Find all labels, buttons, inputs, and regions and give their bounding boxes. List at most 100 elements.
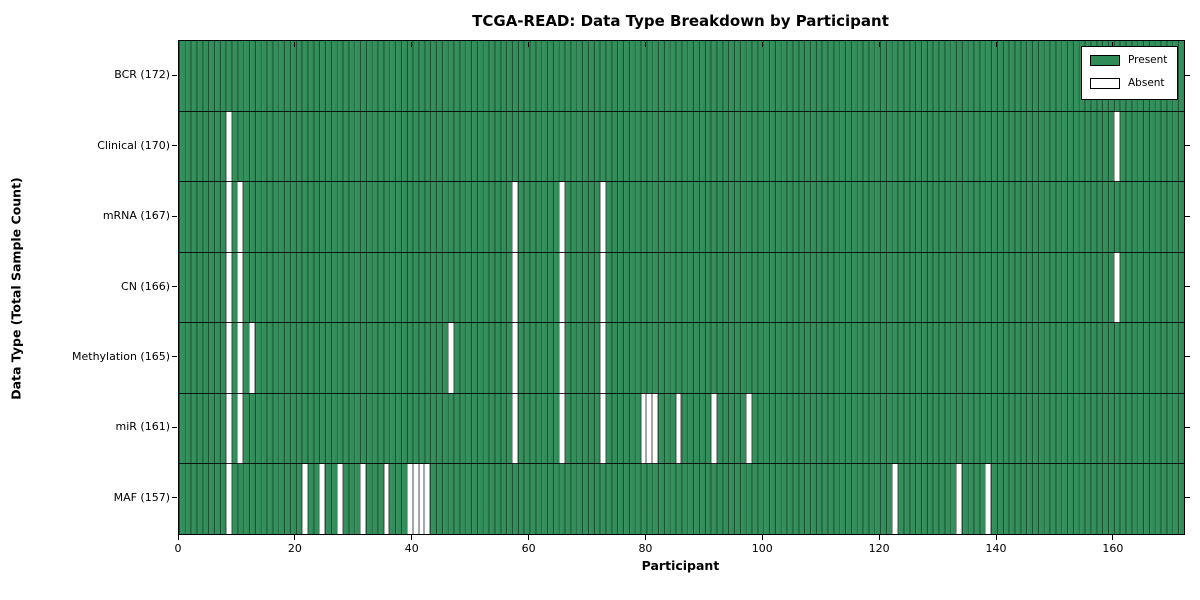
absent-cell xyxy=(237,322,244,394)
absent-cell xyxy=(1113,252,1120,323)
heatmap-row-mrna xyxy=(179,181,1184,253)
absent-cell xyxy=(447,322,454,394)
absent-cell xyxy=(710,393,717,464)
absent-cell xyxy=(985,463,992,534)
x-tick-top xyxy=(177,41,179,47)
absent-cell xyxy=(512,252,518,323)
x-tick-label: 60 xyxy=(521,542,536,555)
y-tick-right xyxy=(1185,145,1190,147)
absent-cell xyxy=(225,322,232,394)
cell-grid-stripes xyxy=(179,111,1184,182)
absent-cell xyxy=(512,322,518,394)
heatmap-row-mir xyxy=(179,393,1184,464)
x-tick-bottom xyxy=(644,535,646,540)
absent-cell xyxy=(745,393,752,464)
absent-cell xyxy=(249,322,255,394)
cell-grid-stripes xyxy=(179,181,1184,253)
cell-grid-stripes xyxy=(179,41,1184,112)
legend-swatch-present-icon xyxy=(1090,55,1120,66)
y-tick-left xyxy=(172,426,177,428)
x-tick-bottom xyxy=(528,535,530,540)
absent-cell xyxy=(225,393,232,464)
absent-cell xyxy=(558,393,565,464)
absent-cell xyxy=(1113,111,1120,182)
y-tick-left xyxy=(172,74,177,76)
x-tick-label: 20 xyxy=(287,542,302,555)
absent-cell xyxy=(599,181,606,253)
heatmap-row-methylation xyxy=(179,322,1184,394)
y-tick-right xyxy=(1185,74,1190,76)
y-tick-label: CN (166) xyxy=(121,279,170,293)
legend: Present Absent xyxy=(1081,46,1178,100)
x-tick-top xyxy=(761,41,763,47)
absent-cell xyxy=(336,463,343,534)
legend-label-absent: Absent xyxy=(1128,77,1165,89)
absent-cell xyxy=(558,252,565,323)
y-tick-left xyxy=(172,145,177,147)
x-tick-label: 80 xyxy=(638,542,653,555)
legend-label-present: Present xyxy=(1128,54,1168,66)
heatmap-row-cn xyxy=(179,252,1184,323)
x-tick-label: 120 xyxy=(868,542,890,555)
y-tick-right xyxy=(1185,286,1190,287)
y-tick-label: miR (161) xyxy=(115,420,171,434)
absent-cell xyxy=(418,463,425,534)
absent-cell xyxy=(225,181,232,253)
y-tick-label: MAF (157) xyxy=(113,490,170,504)
y-tick-label: Methylation (165) xyxy=(72,349,170,363)
y-tick-left xyxy=(172,356,177,358)
absent-cell xyxy=(512,181,518,253)
heatmap-row-maf xyxy=(179,463,1184,534)
x-tick-bottom xyxy=(995,535,997,540)
x-tick-bottom xyxy=(177,535,179,540)
row-separator xyxy=(179,392,1184,394)
x-tick-bottom xyxy=(411,535,413,540)
plot-area xyxy=(178,40,1185,535)
x-tick-label: 100 xyxy=(751,542,773,555)
y-tick-right xyxy=(1185,215,1190,217)
absent-cell xyxy=(512,393,518,464)
absent-cell xyxy=(237,181,244,253)
absent-cell xyxy=(558,181,565,253)
row-separator xyxy=(179,181,1184,183)
absent-cell xyxy=(599,393,606,464)
y-tick-right xyxy=(1185,426,1190,428)
legend-swatch-absent-icon xyxy=(1090,78,1120,89)
x-tick-top xyxy=(878,41,880,47)
cell-grid-stripes xyxy=(179,463,1184,534)
x-tick-bottom xyxy=(878,535,880,540)
absent-cell xyxy=(237,393,244,464)
row-separator xyxy=(179,322,1184,324)
y-tick-label: Clinical (170) xyxy=(97,138,170,152)
absent-cell xyxy=(319,463,326,534)
heatmap-row-clinical xyxy=(179,111,1184,182)
y-tick-left xyxy=(172,286,177,287)
absent-cell xyxy=(640,393,647,464)
x-tick-top xyxy=(995,41,997,47)
x-tick-bottom xyxy=(294,535,296,540)
x-tick-bottom xyxy=(761,535,763,540)
x-tick-top xyxy=(294,41,296,47)
absent-cell xyxy=(558,322,565,394)
x-axis-label: Participant xyxy=(641,558,720,573)
x-tick-bottom xyxy=(1112,535,1114,540)
row-separator xyxy=(179,251,1184,253)
row-separator xyxy=(179,110,1184,113)
x-tick-top xyxy=(528,41,530,47)
absent-cell xyxy=(424,463,431,534)
absent-cell xyxy=(406,463,413,534)
absent-cell xyxy=(652,393,659,464)
absent-cell xyxy=(956,463,962,534)
absent-cell xyxy=(301,463,308,534)
absent-cell xyxy=(383,463,390,534)
y-tick-label: mRNA (167) xyxy=(102,209,170,223)
x-tick-top xyxy=(1112,41,1114,47)
absent-cell xyxy=(237,252,244,323)
absent-cell xyxy=(891,463,898,534)
x-tick-label: 140 xyxy=(985,542,1007,555)
row-separator xyxy=(179,462,1184,465)
absent-cell xyxy=(412,463,419,534)
absent-cell xyxy=(360,463,366,534)
x-tick-label: 40 xyxy=(404,542,419,555)
